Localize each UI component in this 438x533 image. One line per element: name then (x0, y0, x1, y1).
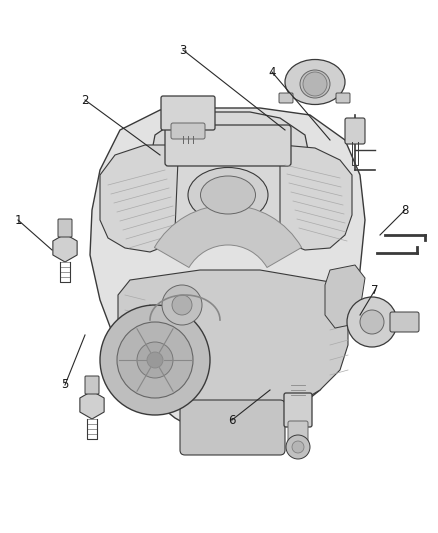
PathPatch shape (90, 108, 365, 438)
Wedge shape (154, 205, 302, 268)
FancyBboxPatch shape (161, 96, 215, 130)
Ellipse shape (285, 60, 345, 104)
PathPatch shape (325, 265, 365, 328)
Circle shape (100, 305, 210, 415)
FancyBboxPatch shape (279, 93, 293, 103)
Text: 1: 1 (14, 214, 22, 227)
Ellipse shape (300, 70, 330, 98)
Circle shape (172, 295, 192, 315)
Circle shape (147, 352, 163, 368)
PathPatch shape (148, 112, 310, 232)
FancyBboxPatch shape (180, 400, 285, 455)
Ellipse shape (188, 167, 268, 222)
FancyBboxPatch shape (171, 123, 205, 139)
FancyBboxPatch shape (288, 421, 308, 443)
Text: 3: 3 (179, 44, 187, 56)
Circle shape (137, 342, 173, 378)
Circle shape (347, 297, 397, 347)
PathPatch shape (118, 270, 348, 418)
Circle shape (292, 441, 304, 453)
Text: 8: 8 (401, 204, 409, 216)
Circle shape (162, 285, 202, 325)
Text: 4: 4 (268, 66, 276, 78)
FancyBboxPatch shape (58, 219, 72, 237)
FancyBboxPatch shape (165, 125, 291, 166)
Ellipse shape (201, 176, 255, 214)
FancyBboxPatch shape (345, 118, 365, 144)
PathPatch shape (280, 145, 352, 250)
Text: 2: 2 (81, 93, 89, 107)
Text: 5: 5 (61, 378, 69, 392)
Circle shape (117, 322, 193, 398)
Text: 6: 6 (228, 414, 236, 426)
Circle shape (286, 435, 310, 459)
FancyBboxPatch shape (85, 376, 99, 394)
FancyBboxPatch shape (336, 93, 350, 103)
FancyBboxPatch shape (284, 393, 312, 427)
Circle shape (303, 72, 327, 96)
Text: 7: 7 (371, 284, 379, 296)
Circle shape (360, 310, 384, 334)
PathPatch shape (100, 145, 178, 252)
FancyBboxPatch shape (390, 312, 419, 332)
